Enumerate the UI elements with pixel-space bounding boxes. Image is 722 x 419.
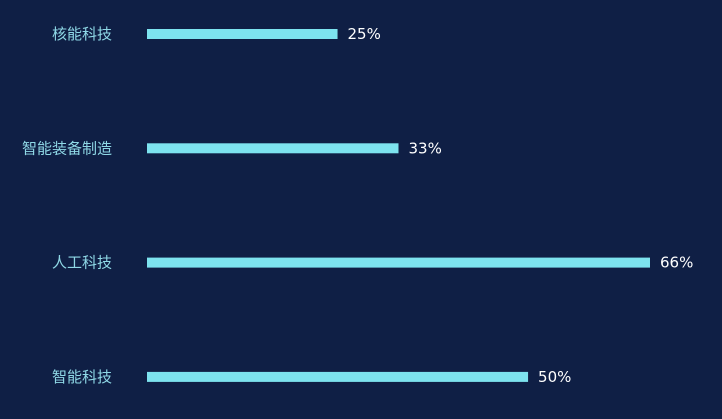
data-label: 25% [348, 25, 381, 43]
data-label: 33% [409, 139, 442, 157]
bar [147, 257, 650, 268]
category-label: 人工科技 [52, 254, 112, 272]
bar [147, 29, 338, 39]
category-label: 核能科技 [52, 25, 112, 43]
bar [147, 371, 529, 382]
data-label: 50% [538, 368, 571, 386]
data-label: 66% [660, 254, 693, 272]
category-label: 智能科技 [52, 368, 112, 386]
category-label: 智能装备制造 [22, 139, 112, 157]
bar [147, 143, 399, 154]
